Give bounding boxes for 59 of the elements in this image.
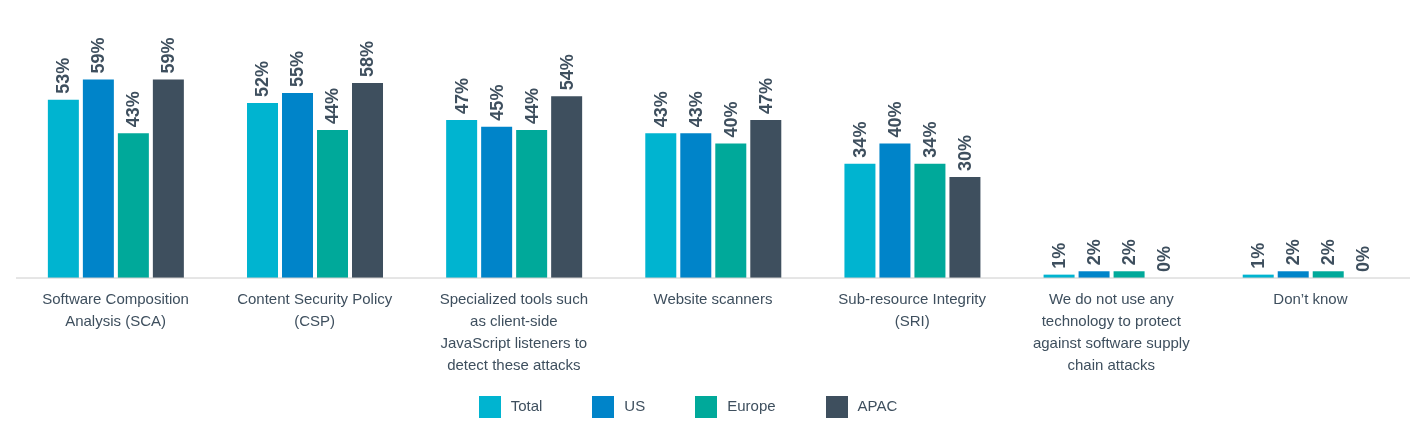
data-label: 43% (123, 91, 144, 128)
data-label: 52% (252, 61, 273, 98)
legend-label: US (624, 397, 646, 415)
data-label: 2% (1119, 239, 1140, 266)
data-label: 47% (755, 77, 776, 114)
bar (750, 119, 782, 278)
data-label: 40% (884, 101, 905, 138)
data-label: 34% (919, 121, 940, 158)
data-label: 44% (521, 87, 542, 124)
bar (645, 133, 677, 278)
data-label: 58% (357, 40, 378, 77)
legend-label: Europe (727, 397, 776, 415)
bar (317, 129, 349, 278)
data-label: 0% (1154, 245, 1175, 272)
data-label: 0% (1353, 245, 1374, 272)
bar (949, 177, 981, 278)
bar (82, 79, 114, 278)
bar (879, 143, 911, 278)
data-label: 47% (451, 77, 472, 114)
legend-label: APAC (857, 397, 898, 415)
x-tick-label: Content Security Policy (CSP) (237, 290, 393, 329)
bar (551, 96, 583, 278)
bar (446, 119, 478, 278)
data-label: 2% (1084, 239, 1105, 266)
bar (352, 82, 384, 278)
x-tick-label: Specialized tools such as client-side JavaScript listeners to detect these attacks (439, 290, 589, 373)
bar (914, 163, 946, 278)
bar (47, 99, 79, 278)
legend-label: Total (510, 397, 543, 415)
bar (152, 79, 184, 278)
data-label: 53% (53, 57, 74, 94)
data-label: 59% (88, 37, 109, 74)
data-label: 44% (322, 87, 343, 124)
x-tick-label: Don’t know (1273, 290, 1348, 307)
bar (516, 129, 548, 278)
data-label: 43% (685, 91, 706, 128)
bar (247, 103, 279, 278)
data-label: 2% (1283, 239, 1304, 266)
bar (844, 163, 876, 278)
data-label: 59% (158, 37, 179, 74)
data-label: 34% (849, 121, 870, 158)
data-label: 45% (486, 84, 507, 121)
data-label: 55% (287, 50, 308, 87)
data-label: 43% (650, 91, 671, 128)
bar (481, 126, 513, 278)
data-label: 1% (1049, 242, 1070, 269)
x-tick-label: We do not use any technology to protect against software supply chain attacks (1032, 290, 1191, 373)
data-label: 1% (1248, 242, 1269, 269)
bar (715, 143, 747, 278)
data-label: 40% (720, 101, 741, 138)
bar (117, 133, 149, 278)
data-label: 30% (954, 135, 975, 172)
bar (282, 92, 314, 278)
data-label: 2% (1318, 239, 1339, 266)
x-tick-label: Website scanners (653, 290, 773, 307)
data-label: 54% (556, 54, 577, 91)
bar (680, 133, 712, 278)
x-tick-label: Sub-resource Integrity (SRI) (838, 290, 987, 329)
x-tick-label: Software Composition Analysis (SCA) (42, 290, 189, 329)
